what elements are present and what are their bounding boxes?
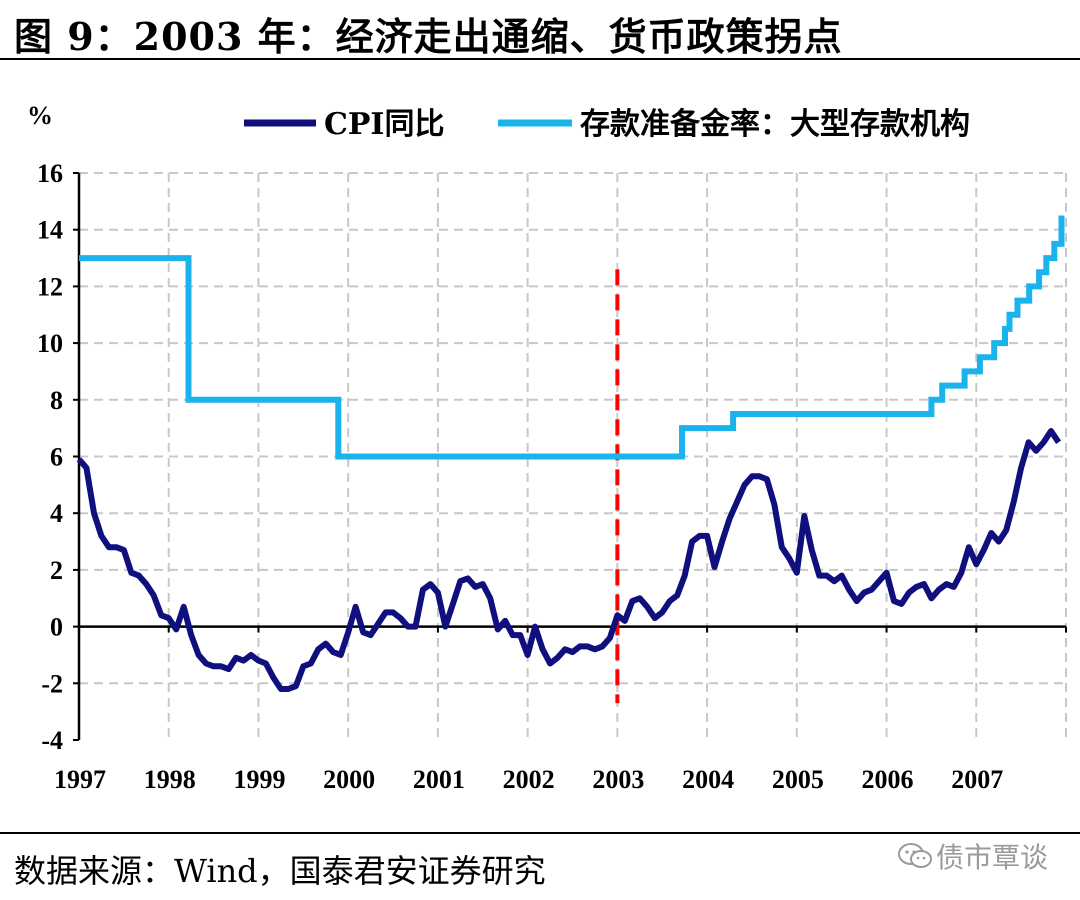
chart-title: 图 9：2003 年：经济走出通缩、货币政策拐点 <box>14 14 843 59</box>
y-axis-ticks: -4 -2 0 2 4 6 8 10 12 14 16 <box>37 159 63 755</box>
y-tick-label: 4 <box>50 499 63 528</box>
watermark-text: 债市覃谈 <box>936 841 1049 874</box>
y-tick-label: 6 <box>50 443 63 472</box>
x-tick-label: 1997 <box>54 765 106 794</box>
x-tick-label: 2003 <box>592 765 644 794</box>
y-tick-label: 16 <box>37 159 63 188</box>
legend-label: 存款准备金率：大型存款机构 <box>580 107 970 142</box>
y-axis-unit-label: % <box>27 101 53 130</box>
y-tick-label: 10 <box>37 329 63 358</box>
y-tick-label: 8 <box>50 386 63 415</box>
y-tick-label: 14 <box>37 216 63 245</box>
x-tick-label: 2002 <box>503 765 555 794</box>
x-tick-label: 1998 <box>144 765 196 794</box>
legend-label: CPI同比 <box>324 107 444 142</box>
x-tick-label: 2001 <box>413 765 465 794</box>
y-tick-label: 2 <box>50 556 63 585</box>
series-line-reserve-ratio <box>79 215 1065 460</box>
x-tick-label: 2005 <box>772 765 824 794</box>
watermark: 债市覃谈 <box>898 836 1048 877</box>
y-tick-label: 0 <box>50 613 63 642</box>
y-tick-label: -2 <box>41 669 63 698</box>
y-tick-label: -4 <box>41 726 63 755</box>
x-axis-ticks: 1997 1998 1999 2000 2001 2002 2003 2004 2005 2006… <box>54 765 1003 794</box>
chart-series <box>76 215 1065 704</box>
x-tick-label: 1999 <box>233 765 285 794</box>
bottom-rule <box>0 832 1080 834</box>
y-tick-label: 12 <box>37 272 63 301</box>
x-tick-label: 2004 <box>682 765 734 794</box>
series-line-cpi <box>76 428 1062 692</box>
x-tick-label: 2006 <box>862 765 914 794</box>
x-tick-label: 2007 <box>951 765 1003 794</box>
wechat-icon <box>898 842 932 877</box>
chart-legend: CPI同比 存款准备金率：大型存款机构 <box>244 107 970 142</box>
line-chart: -4 -2 0 2 4 6 8 10 12 14 16 1997 1998 1999 2000 2001 20… <box>27 101 1067 794</box>
top-rule <box>0 58 1080 60</box>
x-tick-label: 2000 <box>323 765 375 794</box>
chart-axes <box>73 172 1067 741</box>
data-source-note: 数据来源：Wind，国泰君安证券研究 <box>14 852 546 890</box>
